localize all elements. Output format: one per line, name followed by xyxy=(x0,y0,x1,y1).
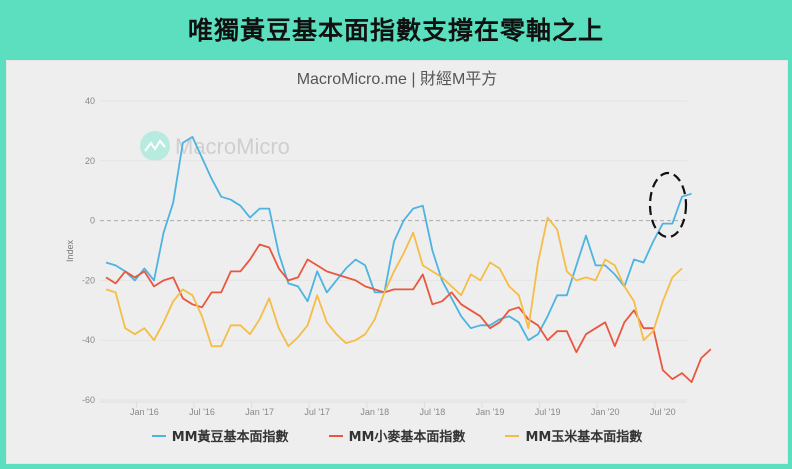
watermark-text: MacroMicro xyxy=(175,134,290,159)
wheat-series-line[interactable] xyxy=(105,243,712,384)
soybean-series-line[interactable] xyxy=(105,136,692,342)
legend-item-corn[interactable]: MM玉米基本面指數 xyxy=(505,426,642,445)
data-series xyxy=(105,136,712,384)
corn-series-line[interactable] xyxy=(105,216,683,348)
legend-item-soybean[interactable]: MM黃豆基本面指數 xyxy=(151,426,289,445)
x-tick-label: Jan '16 xyxy=(130,407,159,417)
gridlines xyxy=(100,100,687,401)
x-axis-ticks: Jan '16 Jul '16 Jan '17 Jul '17 Jan '18 Jul '… xyxy=(130,402,676,417)
title-banner: 唯獨黃豆基本面指數支撐在零軸之上 xyxy=(0,0,792,58)
chart-panel: MacroMicro.me | 財經M平方 MacroMicro 40 20 0 -2… xyxy=(6,60,788,464)
annotation-dashed-ellipse xyxy=(648,171,688,239)
legend-swatch-corn-icon xyxy=(505,434,520,437)
x-tick-label: Jul '17 xyxy=(304,407,330,417)
macromicro-logo-icon xyxy=(140,131,170,161)
x-tick-label: Jul '19 xyxy=(535,407,561,417)
y-tick-label: -40 xyxy=(82,335,95,345)
x-tick-label: Jan '20 xyxy=(591,407,620,417)
y-axis-label: Index xyxy=(65,239,75,262)
chart-subtitle: MacroMicro.me | 財經M平方 xyxy=(296,71,498,88)
legend-label: MM黃豆基本面指數 xyxy=(171,430,289,445)
x-tick-label: Jul '20 xyxy=(650,407,676,417)
logo-chart-glyph-icon xyxy=(144,139,166,152)
x-tick-label: Jul '16 xyxy=(189,407,215,417)
legend-swatch-wheat-icon xyxy=(328,434,343,437)
y-tick-label: 40 xyxy=(85,96,95,106)
x-tick-label: Jul '18 xyxy=(420,407,446,417)
x-tick-label: Jan '17 xyxy=(245,407,274,417)
y-tick-label: 0 xyxy=(90,216,95,226)
y-tick-label: 20 xyxy=(85,156,95,166)
x-tick-label: Jan '19 xyxy=(476,407,505,417)
chart-legend: MM黃豆基本面指數 MM小麥基本面指數 MM玉米基本面指數 xyxy=(7,426,787,445)
legend-label: MM小麥基本面指數 xyxy=(348,430,466,445)
x-tick-label: Jan '18 xyxy=(360,407,389,417)
y-tick-label: -60 xyxy=(82,395,95,405)
legend-label: MM玉米基本面指數 xyxy=(525,430,643,445)
banner-title: 唯獨黃豆基本面指數支撐在零軸之上 xyxy=(187,16,604,45)
legend-swatch-soybean-icon xyxy=(151,434,166,437)
legend-item-wheat[interactable]: MM小麥基本面指數 xyxy=(328,426,466,445)
watermark: MacroMicro xyxy=(140,131,290,161)
y-axis-ticks: 40 20 0 -20 -40 -60 xyxy=(82,96,95,405)
y-tick-label: -20 xyxy=(82,275,95,285)
